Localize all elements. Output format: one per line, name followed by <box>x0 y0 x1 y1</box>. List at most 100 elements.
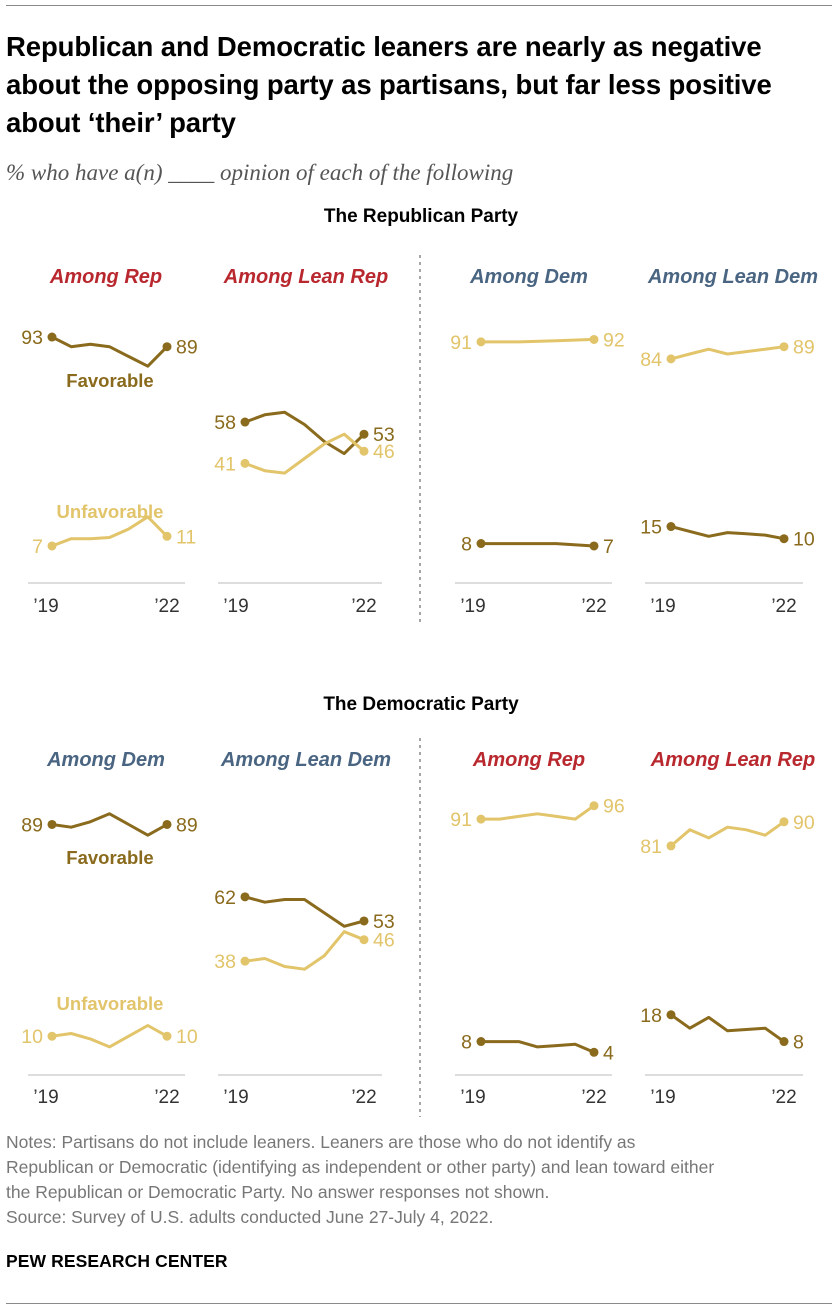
data-label: 38 <box>214 951 236 973</box>
data-label: 15 <box>640 517 662 539</box>
data-label: 91 <box>450 332 472 354</box>
series-line-favorable <box>243 410 366 456</box>
data-label: 8 <box>461 534 472 556</box>
data-point <box>240 956 250 966</box>
x-tick-label: ’19 <box>223 596 248 617</box>
series-line-unfavorable <box>243 930 366 971</box>
legend-unfavorable: Unfavorable <box>57 501 164 522</box>
x-tick-label: ’19 <box>33 596 58 617</box>
brand-logo-text: PEW RESEARCH CENTER <box>6 1251 228 1271</box>
panel-label: Among Rep <box>472 749 585 771</box>
x-tick-label: ’22 <box>581 596 606 617</box>
panel-label: Among Dem <box>469 266 588 288</box>
data-label: 46 <box>373 441 395 463</box>
panel-label: Among Lean Dem <box>647 266 818 288</box>
data-point <box>162 342 172 352</box>
data-point <box>779 1037 789 1047</box>
notes-line: the Republican or Democratic Party. No a… <box>6 1182 550 1202</box>
bottom-rule <box>6 1303 832 1304</box>
data-point <box>47 1031 57 1041</box>
series-line-favorable <box>50 812 169 837</box>
data-label: 8 <box>793 1032 804 1054</box>
data-point <box>162 819 172 829</box>
data-label: 10 <box>21 1026 43 1048</box>
data-point <box>359 446 369 456</box>
series-line-unfavorable <box>50 515 169 548</box>
data-label: 89 <box>176 337 198 359</box>
series-line-favorable <box>479 542 596 548</box>
data-point <box>240 458 250 468</box>
notes-line: Republican or Democratic (identifying as… <box>6 1157 715 1177</box>
panel-label: Among Dem <box>46 749 165 771</box>
x-tick-label: ’22 <box>154 596 179 617</box>
top-rule <box>6 5 832 6</box>
x-tick-label: ’19 <box>650 1087 675 1108</box>
data-point <box>359 429 369 439</box>
data-label: 11 <box>176 526 196 548</box>
panel-label: Among Lean Rep <box>223 266 388 288</box>
data-label: 10 <box>793 529 815 551</box>
data-point <box>666 522 676 532</box>
data-point <box>162 1031 172 1041</box>
x-tick-label: ’22 <box>581 1087 606 1108</box>
series-line-unfavorable <box>479 337 596 344</box>
data-label: 41 <box>214 453 236 475</box>
legend-favorable: Favorable <box>66 370 153 391</box>
data-point <box>240 417 250 427</box>
data-label: 7 <box>32 536 43 558</box>
data-label: 7 <box>603 536 614 558</box>
data-label: 46 <box>373 930 395 952</box>
panel-label: Among Lean Dem <box>220 749 391 771</box>
data-label: 62 <box>214 887 236 909</box>
data-point <box>666 1010 676 1020</box>
data-label: 4 <box>603 1042 614 1064</box>
data-point <box>476 1037 486 1047</box>
data-point <box>240 892 250 902</box>
data-label: 93 <box>21 327 43 349</box>
data-label: 92 <box>603 329 625 351</box>
x-tick-label: ’19 <box>223 1087 248 1108</box>
data-label: 53 <box>373 911 395 933</box>
data-label: 18 <box>640 1005 662 1027</box>
data-label: 91 <box>450 809 472 831</box>
legend-unfavorable: Unfavorable <box>57 993 164 1014</box>
series-line-unfavorable <box>479 804 596 821</box>
data-point <box>779 342 789 352</box>
data-point <box>162 531 172 541</box>
x-tick-label: ’22 <box>154 1087 179 1108</box>
data-label: 89 <box>793 337 815 359</box>
legend-favorable: Favorable <box>66 847 153 868</box>
notes-line: Notes: Partisans do not include leaners.… <box>6 1132 636 1152</box>
data-point <box>589 334 599 344</box>
data-label: 96 <box>603 796 625 818</box>
section-title: The Republican Party <box>324 206 519 227</box>
data-point <box>779 534 789 544</box>
data-label: 89 <box>21 814 43 836</box>
data-label: 10 <box>176 1026 198 1048</box>
data-label: 58 <box>214 412 236 434</box>
section-title: The Democratic Party <box>323 694 519 715</box>
x-tick-label: ’19 <box>33 1087 58 1108</box>
x-tick-label: ’22 <box>771 596 796 617</box>
chart-subtitle: % who have a(n) ____ opinion of each of … <box>6 160 514 185</box>
series-line-unfavorable <box>669 345 786 361</box>
series-line-unfavorable <box>669 820 786 848</box>
series-line-favorable <box>50 335 169 368</box>
series-line-favorable <box>669 525 786 541</box>
panel-label: Among Rep <box>49 266 162 288</box>
data-point <box>666 841 676 851</box>
data-point <box>779 817 789 827</box>
data-point <box>666 354 676 364</box>
series-line-favorable <box>479 1040 596 1054</box>
x-tick-label: ’19 <box>460 596 485 617</box>
x-tick-label: ’22 <box>771 1087 796 1108</box>
data-label: 90 <box>793 812 815 834</box>
x-tick-label: ’22 <box>351 596 376 617</box>
data-point <box>359 916 369 926</box>
data-point <box>589 801 599 811</box>
x-tick-label: ’19 <box>460 1087 485 1108</box>
data-label: 8 <box>461 1032 472 1054</box>
panel-label: Among Lean Rep <box>650 749 815 771</box>
data-point <box>476 337 486 347</box>
